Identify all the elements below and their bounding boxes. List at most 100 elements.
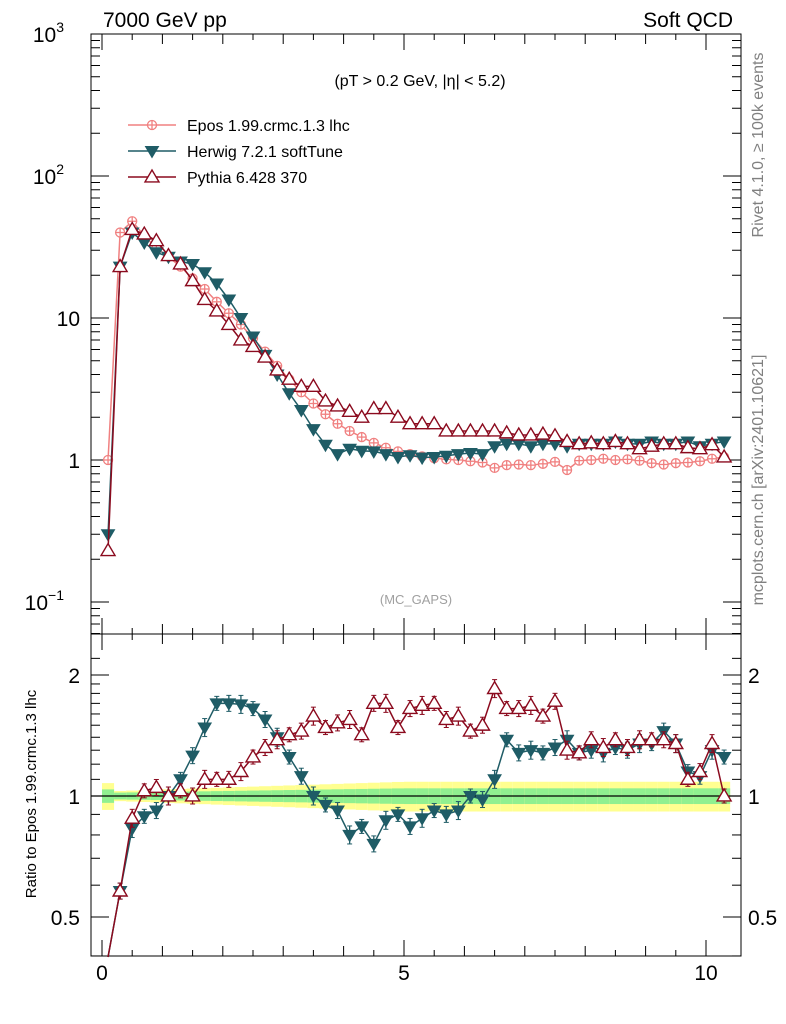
main-pythia-point <box>583 434 600 449</box>
main-pythia-point <box>425 415 443 430</box>
main-epos-point <box>537 458 549 469</box>
x-tick-label: 10 <box>694 962 717 985</box>
ratio-pythia-point <box>389 719 407 734</box>
main-herwig-point <box>426 451 442 465</box>
main-herwig-point <box>716 436 732 449</box>
main-pythia-point <box>413 415 431 430</box>
main-epos-point <box>670 458 681 469</box>
main-epos-point <box>549 456 561 468</box>
main-herwig-point <box>499 438 515 452</box>
legend-marker <box>144 145 160 159</box>
ratio-plot-frame <box>90 633 742 957</box>
ratio-pythia-point <box>583 731 600 746</box>
ratio-pythia-point <box>268 731 286 746</box>
ratio-pythia-point <box>220 770 238 785</box>
main-pythia-point <box>353 408 370 423</box>
main-pythia-point <box>172 255 189 270</box>
main-epos-point <box>114 227 126 238</box>
ratio-herwig-point <box>523 745 539 758</box>
main-epos-point <box>332 418 343 429</box>
main-epos-point <box>308 398 319 409</box>
main-pythia-point <box>305 377 322 392</box>
ratio-herwig-point <box>366 838 382 852</box>
main-epos-point <box>368 437 379 449</box>
main-herwig-point <box>463 447 478 461</box>
main-pythia-point <box>558 433 576 448</box>
main-epos-point <box>634 455 645 466</box>
ratio-pythia-point <box>679 770 697 785</box>
ratio-herwig-point <box>342 829 358 843</box>
main-herwig-point <box>330 449 345 462</box>
main-epos-point <box>320 409 331 420</box>
main-herwig-point <box>209 278 225 291</box>
main-herwig-point <box>366 446 382 459</box>
main-epos-point <box>574 455 585 466</box>
main-herwig-point <box>318 439 333 453</box>
main-pythia-point <box>208 302 225 317</box>
main-epos-point <box>706 453 718 464</box>
main-pythia-point <box>293 377 310 392</box>
ratio-y-tick-label-right: 0.5 <box>748 907 777 930</box>
ratio-herwig-point <box>475 794 490 808</box>
ratio-pythia-point <box>172 782 189 797</box>
ratio-pythia-point <box>643 731 660 746</box>
main-epos-point <box>501 459 512 471</box>
ratio-herwig-point <box>535 747 551 761</box>
ratio-pythia-point <box>305 707 322 722</box>
y-tick-label: 10 <box>57 308 80 331</box>
ratio-pythia-point <box>703 735 721 750</box>
x-tick-label: 5 <box>398 962 410 985</box>
analysis-watermark: (MC_GAPS) <box>380 592 452 607</box>
ratio-herwig-point <box>136 811 152 824</box>
ratio-pythia-point <box>401 700 419 715</box>
main-herwig-point <box>245 331 261 345</box>
main-epos-point <box>646 458 657 469</box>
main-pythia-point <box>715 448 733 463</box>
main-herwig-point <box>354 445 370 459</box>
ratio-herwig-point <box>499 734 515 748</box>
ratio-pythia-point <box>534 707 552 722</box>
main-pythia-point <box>99 542 117 557</box>
main-herwig-point <box>293 404 309 418</box>
main-pythia-point <box>498 424 515 439</box>
legend-entry-herwig: Herwig 7.2.1 softTune <box>128 144 343 161</box>
main-herwig-point <box>197 267 213 280</box>
ratio-pythia-point <box>619 739 636 754</box>
main-epos-point <box>356 431 367 443</box>
main-pythia-point <box>570 435 588 450</box>
ratio-herwig-point <box>257 714 273 727</box>
ratio-pythia-point <box>244 748 262 763</box>
ratio-pythia-point <box>486 680 503 695</box>
main-pythia-point <box>329 397 346 412</box>
main-pythia-point <box>679 439 697 454</box>
ratio-pythia-point <box>450 707 467 722</box>
ratio-herwig-point <box>438 809 454 822</box>
main-pythia-point <box>691 440 709 455</box>
header-right-label: Soft QCD <box>643 9 733 32</box>
main-herwig-point <box>390 451 406 465</box>
ratio-y-tick-label: 0.5 <box>51 907 80 930</box>
main-pythia-point <box>486 422 503 437</box>
legend-label-pythia: Pythia 6.428 370 <box>187 170 307 187</box>
side-label-rivet: Rivet 4.1.0, ≥ 100k events <box>750 53 767 238</box>
main-epos-point <box>344 425 355 437</box>
main-herwig-point <box>342 443 358 457</box>
ratio-pythia-point <box>184 787 201 802</box>
main-pythia-point <box>450 422 467 437</box>
main-epos-point <box>694 456 706 467</box>
x-tick-label: 0 <box>96 962 108 985</box>
ratio-pythia-point <box>281 726 298 741</box>
ratio-y-axis-label: Ratio to Epos 1.99.crmc.1.3 lhc <box>23 689 40 898</box>
ratio-herwig-point <box>221 698 237 711</box>
ratio-pythia-point <box>498 700 515 715</box>
main-pythia-point <box>389 408 407 423</box>
main-pythia-point <box>631 440 648 455</box>
ratio-herwig-point <box>233 699 249 712</box>
ratio-pythia-point <box>631 731 648 746</box>
main-herwig-point <box>487 441 502 454</box>
main-pythia-point <box>148 232 165 247</box>
ratio-pythia-point <box>160 787 177 802</box>
ratio-herwig-point <box>330 805 345 819</box>
series <box>99 216 733 958</box>
